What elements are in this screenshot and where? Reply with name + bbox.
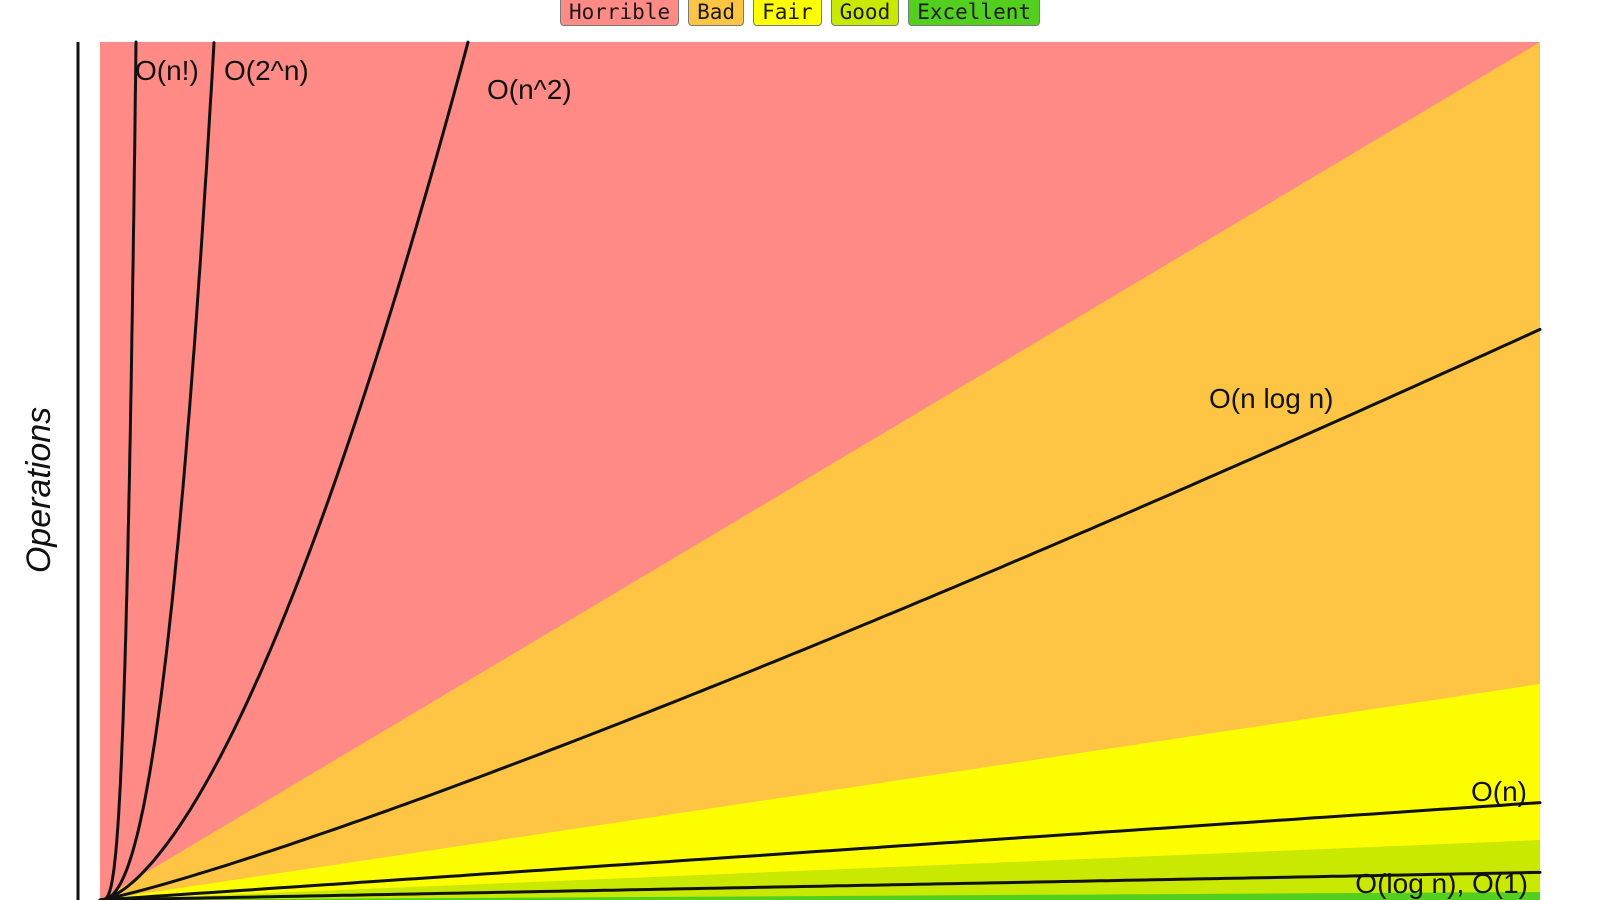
curve-o-log-n-o-1: [98, 870, 1542, 900]
label-o-n-log-n: O(n log n): [1209, 383, 1334, 414]
label-o-n-2: O(n^2): [487, 74, 572, 105]
legend-item-horrible: Horrible: [559, 0, 680, 26]
region-areas: [100, 42, 1540, 900]
label-o-n: O(n): [1471, 776, 1527, 807]
legend-item-bad: Bad: [688, 0, 745, 26]
legend-item-excellent: Excellent: [908, 0, 1041, 26]
region-good: [100, 840, 1540, 900]
label-o-log-n-o-1: O(log n), O(1): [1355, 868, 1528, 899]
series-labels: O(n!) O(2^n) O(n^2) O(n log n) O(n) O(log n),…: [135, 55, 1528, 899]
legend-item-good: Good: [830, 0, 900, 26]
label-o-2-n: O(2^n): [224, 55, 309, 86]
series-curves: [98, 40, 1542, 900]
legend-item-fair: Fair: [753, 0, 822, 26]
curve-o-2-n: [98, 41, 216, 900]
region-bad: [100, 42, 1540, 900]
y-axis-label: Operations: [20, 407, 58, 573]
curve-o-n: [98, 801, 1542, 900]
curve-o-n-2: [98, 40, 470, 900]
chart-legend: Horrible Bad Fair Good Excellent: [0, 0, 1600, 30]
label-o-n: O(n!): [135, 55, 199, 86]
region-fair: [100, 684, 1540, 900]
curve-o-n-log-n: [98, 327, 1542, 900]
region-excellent: [100, 892, 1540, 900]
